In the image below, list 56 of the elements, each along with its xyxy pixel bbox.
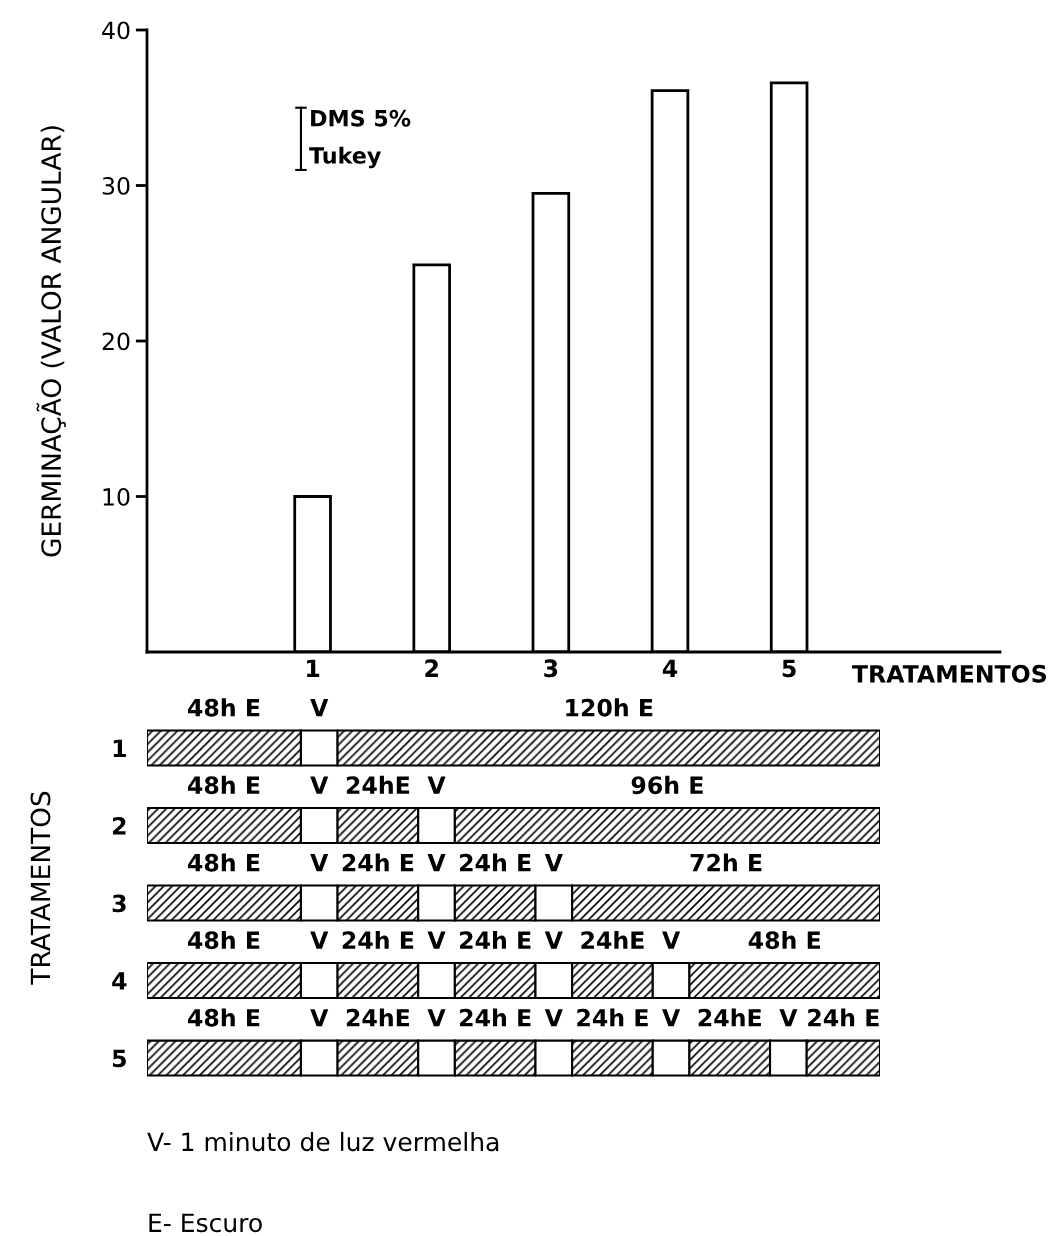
annotation: 48h E	[188, 853, 260, 872]
annotation: 24hE	[346, 1008, 410, 1027]
annotation: 48h E	[188, 775, 260, 795]
annotation: V	[310, 931, 329, 949]
annotation: V	[779, 1009, 798, 1027]
annotation: V	[662, 931, 681, 949]
annotation: 24h E	[342, 853, 414, 872]
x-axis-title: TRATAMENTOS	[852, 664, 1047, 683]
annotation: 48h E	[188, 1008, 260, 1027]
y-tick-label: 1	[113, 739, 126, 757]
annotation: V	[427, 931, 446, 949]
y-axis-title: GERMINAÇÃO (VALOR ANGULAR)	[36, 126, 66, 557]
annotation: 24h E	[460, 930, 531, 949]
annotation: V	[310, 854, 329, 872]
annotation: V	[427, 1009, 446, 1027]
annotation: V	[544, 931, 563, 949]
annotation: 24hE	[581, 930, 644, 949]
annotation: 24hE	[346, 775, 410, 794]
annotation: 72h E	[690, 853, 762, 872]
annotation: V	[427, 776, 446, 794]
y-tick-label: 20	[102, 332, 130, 351]
y-tick-label: 2	[112, 816, 126, 835]
annotation: 120h E	[566, 698, 653, 717]
annotation: Tukey	[309, 146, 381, 169]
x-tick-label: 2	[425, 659, 438, 677]
x-tick-label: 4	[662, 659, 678, 677]
x-tick-label: 1	[307, 659, 320, 677]
annotation: V	[310, 776, 329, 794]
y-tick-label: 5	[112, 1049, 126, 1068]
annotation: V	[544, 1009, 563, 1027]
annotation: V	[310, 1009, 329, 1027]
annotation: V	[427, 854, 446, 872]
annotation: 24hE	[698, 1008, 761, 1027]
annotation: V	[310, 699, 329, 717]
y-tick-label: 10	[103, 487, 130, 506]
y-tick-label: 40	[102, 21, 130, 40]
x-tick-label: 3	[544, 659, 558, 678]
annotation: DMS 5%	[311, 109, 411, 127]
y-tick-label: 3	[112, 894, 126, 913]
annotation: 24h E	[342, 930, 414, 949]
annotation: 24h E	[460, 1008, 531, 1027]
text: E- Escuro	[149, 1213, 262, 1233]
annotation: 24h E	[460, 853, 531, 872]
y-tick-label: 4	[112, 972, 127, 990]
annotation: 48h E	[188, 698, 260, 717]
y-tick-label: 30	[102, 176, 130, 195]
x-tick-label: 5	[782, 659, 796, 678]
annotation: V	[662, 1009, 681, 1027]
annotation: 48h E	[748, 930, 820, 950]
text: V- 1 minuto de luz vermelha	[147, 1131, 499, 1152]
y-axis-title: TRATAMENTOS	[30, 791, 51, 985]
annotation: 24h E	[808, 1008, 879, 1027]
annotation: V	[544, 854, 563, 872]
annotation: 96h E	[631, 775, 703, 795]
annotation: 48h E	[188, 930, 260, 950]
annotation: 24h E	[577, 1008, 648, 1027]
